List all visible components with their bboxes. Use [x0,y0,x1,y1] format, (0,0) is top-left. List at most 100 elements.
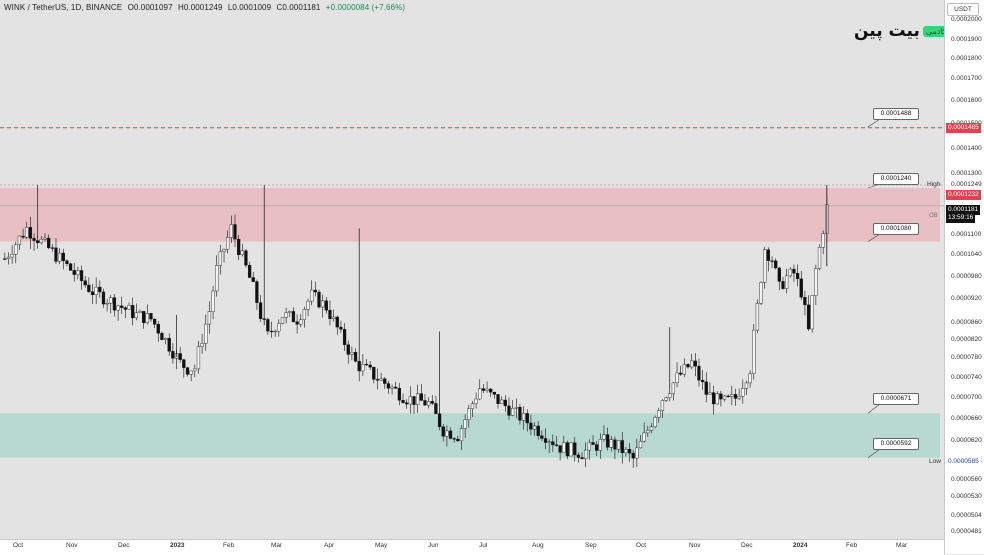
time-tick-label: Aug [532,542,544,549]
candle-body [704,381,708,395]
candle-body [185,367,190,375]
candle-body [291,311,296,323]
candle-body [806,304,811,330]
candle-body [94,286,98,296]
price-tick-label: 0.0000780 [951,354,982,361]
candle-body [467,408,471,420]
candle-body [547,441,551,443]
candle-body [350,352,354,355]
time-tick-label: Mar [896,542,908,549]
time-axis[interactable] [0,539,944,555]
candle-body [426,401,431,406]
price-tick-label: 0.0000820 [951,336,982,343]
candle-body [693,360,697,367]
candle-body [719,393,723,400]
candle-body [810,295,814,330]
candle-body [700,379,705,383]
price-tick-label: 0.0001800 [951,55,982,62]
candle-body [145,313,149,324]
candle-body [342,329,347,345]
candle-body [204,323,208,344]
price-callout[interactable]: 0.0000671 [873,393,919,405]
price-tick-label: 0.0001400 [951,145,982,152]
candle-body [87,284,91,292]
zone-top-price-tag: 0.0001232 [946,190,981,200]
candle-body [72,270,76,275]
candle-body [83,280,87,286]
low-label: Low [929,458,941,465]
candle-body [565,442,570,457]
candle-body [489,388,493,393]
candle-body [61,252,65,261]
candle-body [138,311,142,313]
logo-badge: آکادمی [922,25,952,37]
time-tick-label: Oct [636,542,647,549]
time-tick-label: Mar [271,542,283,549]
candle-body [321,300,325,308]
candle-body [730,394,734,397]
candle-body [598,439,602,451]
candle-body [266,319,270,332]
candle-body [251,277,255,282]
price-chart[interactable] [0,0,944,539]
candle-body [558,445,562,453]
candle-body [613,439,617,450]
candle-body [134,312,138,319]
candle-body [697,365,701,381]
candle-body [313,289,317,293]
price-tick-label: 0.0001700 [951,75,982,82]
time-tick-label: Jul [479,542,488,549]
candle-body [814,268,818,296]
price-tick-label: 0.0001600 [951,97,982,104]
candle-body [149,313,153,320]
candle-body [58,252,62,262]
candle-body [10,254,14,258]
candle-body [726,395,730,397]
candle-body [39,238,43,244]
candle-body [28,227,33,239]
price-tick-label: 0.0001300 [951,170,982,177]
chart-area[interactable] [0,0,944,539]
symbol-title[interactable]: WINK / TetherUS, 1D, BINANCE [4,3,123,12]
currency-selector[interactable]: USDT [947,3,979,16]
time-tick-label: Feb [846,542,858,549]
candle-body [511,408,515,416]
candle-body [98,286,102,293]
callout-pointer [867,118,881,128]
candle-body [441,426,445,437]
candle-body [416,393,420,405]
price-callout[interactable]: 0.0001080 [873,223,919,235]
candle-body [682,364,686,375]
candle-body [284,312,288,318]
callout-pointer [867,448,881,459]
candle-body [240,250,244,255]
price-callout[interactable]: 0.0000592 [873,438,919,450]
candle-body [529,422,533,430]
candle-body [434,403,438,415]
candle-body [43,237,47,240]
candle-body [781,281,785,289]
candle-body [653,417,657,428]
price-callout[interactable]: 0.0001240 [873,173,919,185]
candle-body [536,425,540,436]
candle-body [280,317,285,324]
price-tick-label: 0.0001100 [951,231,982,238]
candle-body [799,278,803,298]
candle-body [627,449,632,454]
time-tick-label: Dec [118,542,130,549]
candle-body [50,247,54,249]
candle-body [766,249,770,261]
candle-body [690,360,694,368]
candle-body [419,393,423,401]
candle-body [189,370,193,375]
ohlc-open: O0.0001097 [127,3,173,12]
candle-body [120,305,124,308]
price-callout[interactable]: 0.0001488 [873,108,919,120]
time-tick-label: Nov [66,542,78,549]
candle-body [445,430,449,437]
candle-body [6,256,11,260]
candle-body [302,309,307,320]
candle-body [503,399,507,407]
time-tick-label: Feb [223,542,235,549]
candle-body [573,442,577,456]
